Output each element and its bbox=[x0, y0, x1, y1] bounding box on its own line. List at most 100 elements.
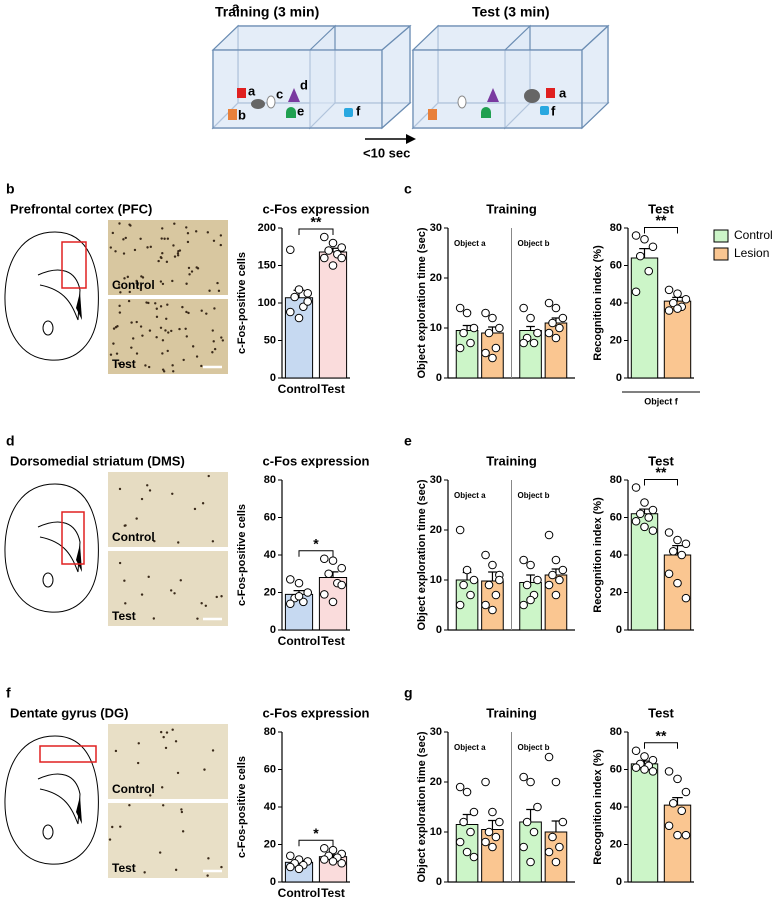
bar bbox=[663, 804, 692, 883]
cell bbox=[165, 317, 168, 320]
data-point bbox=[481, 308, 490, 318]
cell bbox=[117, 283, 121, 286]
data-point bbox=[631, 231, 641, 240]
legend-label: Control bbox=[734, 228, 773, 242]
data-point bbox=[640, 522, 649, 532]
cell bbox=[152, 617, 156, 620]
cell bbox=[161, 251, 164, 255]
y-tick-label: 40 bbox=[610, 297, 622, 309]
cell bbox=[146, 484, 149, 487]
y-tick-label: 0 bbox=[616, 876, 622, 888]
cell bbox=[114, 326, 118, 329]
y-axis-label: c-Fos-positive cells bbox=[236, 504, 248, 606]
cell bbox=[211, 540, 215, 543]
objects: a b c d e f a f bbox=[228, 77, 567, 122]
panel-a: a Training (3 min) Test (3 min) bbox=[211, 0, 610, 160]
object-label: a bbox=[248, 83, 256, 98]
y-axis-label: Object exploration time (sec) bbox=[416, 227, 428, 378]
data-point bbox=[635, 251, 645, 261]
panel-letter: d bbox=[6, 433, 15, 449]
data-point bbox=[481, 777, 490, 787]
cell bbox=[128, 804, 131, 807]
data-point bbox=[673, 304, 682, 313]
y-tick-label: 150 bbox=[258, 259, 276, 271]
cell bbox=[164, 329, 167, 332]
cell bbox=[219, 243, 223, 247]
cell bbox=[109, 353, 113, 356]
data-point bbox=[324, 246, 333, 255]
image-label: Test bbox=[112, 609, 136, 623]
training-label: Training (3 min) bbox=[215, 4, 319, 20]
data-point bbox=[544, 328, 554, 338]
micrograph bbox=[108, 299, 228, 374]
brain-detail bbox=[42, 572, 54, 588]
cell bbox=[205, 312, 208, 315]
y-tick-label: 100 bbox=[258, 297, 276, 309]
cell bbox=[145, 301, 148, 304]
group-label: Object b bbox=[518, 743, 550, 752]
cell bbox=[211, 329, 214, 332]
cell bbox=[206, 874, 209, 877]
y-tick-label: 20 bbox=[264, 838, 276, 850]
cell bbox=[171, 728, 174, 731]
cell bbox=[132, 337, 135, 340]
cell bbox=[211, 351, 214, 354]
panel-letter: f bbox=[6, 685, 11, 701]
cell bbox=[185, 282, 188, 285]
data-point bbox=[640, 765, 649, 774]
y-tick-label: 30 bbox=[430, 222, 442, 234]
data-point bbox=[469, 575, 479, 585]
cell bbox=[163, 237, 166, 240]
cell bbox=[184, 327, 187, 330]
cell bbox=[174, 868, 178, 872]
data-point bbox=[648, 755, 658, 765]
data-point bbox=[462, 308, 472, 318]
cell bbox=[111, 825, 114, 829]
significance: ** bbox=[311, 214, 322, 230]
image-label: Control bbox=[112, 530, 155, 544]
data-point bbox=[488, 842, 497, 852]
cell bbox=[127, 299, 131, 303]
cell bbox=[194, 230, 198, 233]
cell bbox=[171, 279, 174, 283]
data-point bbox=[644, 513, 654, 522]
cell bbox=[213, 347, 217, 351]
chart-title: Training bbox=[486, 705, 537, 720]
cell bbox=[176, 252, 180, 255]
data-point bbox=[299, 597, 308, 607]
data-point bbox=[551, 303, 561, 313]
micrograph bbox=[108, 803, 228, 878]
significance: ** bbox=[656, 212, 667, 228]
y-tick-label: 60 bbox=[610, 259, 622, 271]
y-tick-label: 30 bbox=[430, 474, 442, 486]
cell bbox=[161, 352, 164, 355]
brain-ventricle bbox=[76, 796, 82, 824]
y-tick-label: 0 bbox=[616, 624, 622, 636]
cell bbox=[111, 231, 115, 235]
cell bbox=[146, 246, 149, 249]
cell bbox=[140, 593, 144, 596]
data-point bbox=[631, 516, 641, 526]
group-label: Object b bbox=[518, 239, 550, 248]
chart-title: c-Fos expression bbox=[263, 453, 370, 468]
cell bbox=[162, 370, 166, 373]
data-point bbox=[481, 348, 490, 358]
data-point bbox=[337, 253, 347, 263]
significance-bracket bbox=[298, 839, 334, 847]
cell bbox=[215, 595, 218, 599]
chart-title: c-Fos expression bbox=[263, 201, 370, 216]
data-point bbox=[491, 590, 501, 600]
object-label: d bbox=[300, 77, 308, 92]
cell bbox=[161, 339, 165, 342]
cell bbox=[187, 311, 190, 315]
data-point bbox=[640, 752, 649, 761]
data-point bbox=[558, 313, 568, 323]
cell bbox=[143, 871, 146, 874]
data-point bbox=[526, 313, 535, 323]
cell bbox=[137, 742, 140, 745]
cell bbox=[155, 307, 158, 310]
y-axis-label: Recognition index (%) bbox=[592, 497, 604, 613]
y-tick-label: 60 bbox=[610, 511, 622, 523]
cell bbox=[108, 838, 112, 841]
cell bbox=[136, 761, 140, 765]
